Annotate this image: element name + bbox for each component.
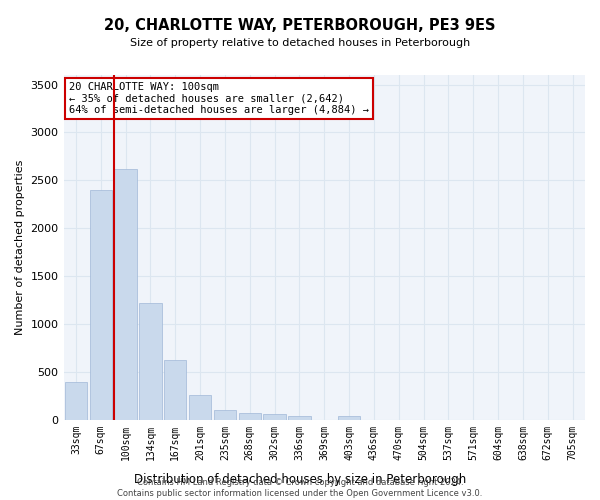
Bar [263,414,286,420]
Text: Contains HM Land Registry data © Crown copyright and database right 2024.
Contai: Contains HM Land Registry data © Crown c… [118,478,482,498]
Bar [189,396,211,420]
Text: 20, CHARLOTTE WAY, PETERBOROUGH, PE3 9ES: 20, CHARLOTTE WAY, PETERBOROUGH, PE3 9ES [104,18,496,32]
Text: Size of property relative to detached houses in Peterborough: Size of property relative to detached ho… [130,38,470,48]
Bar [115,169,137,420]
Bar [338,416,360,420]
Text: 20 CHARLOTTE WAY: 100sqm
← 35% of detached houses are smaller (2,642)
64% of sem: 20 CHARLOTTE WAY: 100sqm ← 35% of detach… [69,82,369,115]
Bar [288,416,311,420]
Bar [239,413,261,420]
Text: Distribution of detached houses by size in Peterborough: Distribution of detached houses by size … [134,472,466,486]
Bar [65,382,87,420]
Bar [139,303,161,420]
Bar [164,360,187,420]
Bar [214,410,236,420]
Y-axis label: Number of detached properties: Number of detached properties [15,160,25,335]
Bar [89,190,112,420]
